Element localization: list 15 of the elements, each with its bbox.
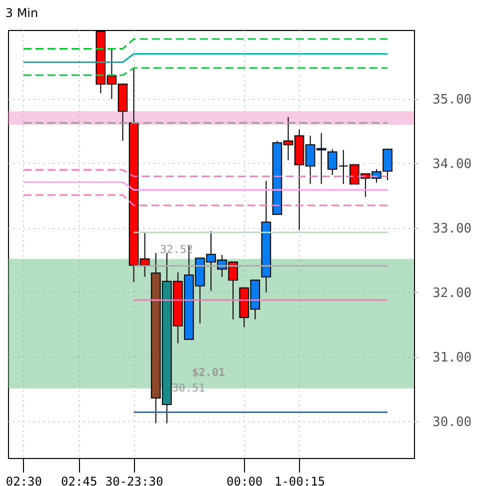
x-tick-label: 02:30 <box>6 474 42 486</box>
x-tick-label: 00:00 <box>226 474 263 486</box>
chart-title: 3 Min <box>5 6 38 20</box>
x-tick-label: 02:45 <box>61 474 98 486</box>
y-tick-label: 33.00 <box>432 221 472 236</box>
x-tick-label: 1-00:15 <box>274 474 326 486</box>
annotation: 30.51 <box>172 381 206 394</box>
x-tick-label: 30-23:30 <box>105 474 164 486</box>
y-tick-label: 35.00 <box>432 92 472 108</box>
y-tick-label: 32.00 <box>432 286 472 301</box>
annotation: $2.01 <box>192 366 226 379</box>
y-tick-label: 30.00 <box>432 414 472 430</box>
candlestick <box>382 148 392 181</box>
y-tick-label: 34.00 <box>432 156 472 172</box>
y-tick-label: 31.00 <box>432 350 472 366</box>
